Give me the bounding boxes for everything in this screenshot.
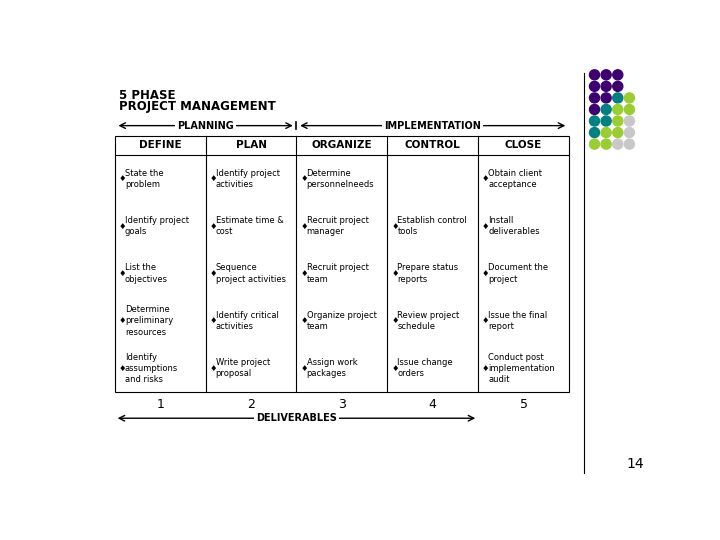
Text: ♦: ♦ (300, 316, 308, 326)
Circle shape (590, 70, 600, 80)
Text: ♦: ♦ (119, 221, 126, 231)
Text: 5 PHASE: 5 PHASE (120, 90, 176, 103)
Circle shape (624, 116, 634, 126)
Circle shape (624, 93, 634, 103)
Text: Recruit project
team: Recruit project team (307, 264, 369, 284)
Circle shape (590, 104, 600, 114)
Circle shape (613, 82, 623, 91)
Text: Identify project
goals: Identify project goals (125, 216, 189, 236)
Text: ♦: ♦ (482, 316, 490, 326)
Text: ♦: ♦ (391, 316, 399, 326)
Text: ♦: ♦ (482, 364, 490, 373)
Circle shape (613, 70, 623, 80)
Circle shape (624, 139, 634, 149)
Text: CLOSE: CLOSE (505, 140, 542, 150)
Circle shape (624, 127, 634, 138)
Circle shape (601, 93, 611, 103)
Circle shape (613, 127, 623, 138)
Text: ♦: ♦ (300, 174, 308, 183)
Circle shape (590, 82, 600, 91)
Circle shape (590, 139, 600, 149)
Text: Determine
preliminary
resources: Determine preliminary resources (125, 305, 173, 336)
Text: Review project
schedule: Review project schedule (397, 311, 459, 331)
Circle shape (601, 104, 611, 114)
Text: Identify critical
activities: Identify critical activities (216, 311, 279, 331)
Text: List the
objectives: List the objectives (125, 264, 168, 284)
Text: ♦: ♦ (300, 221, 308, 231)
Text: Prepare status
reports: Prepare status reports (397, 264, 459, 284)
Text: Determine
personnelneeds: Determine personnelneeds (307, 168, 374, 188)
Circle shape (590, 93, 600, 103)
Text: Issue change
orders: Issue change orders (397, 358, 453, 379)
Text: Estimate time &
cost: Estimate time & cost (216, 216, 284, 236)
Text: Identify
assumptions
and risks: Identify assumptions and risks (125, 353, 178, 384)
Text: PLAN: PLAN (235, 140, 266, 150)
Text: ♦: ♦ (119, 364, 126, 373)
Text: ♦: ♦ (482, 221, 490, 231)
Text: State the
problem: State the problem (125, 168, 163, 188)
Circle shape (590, 116, 600, 126)
Text: Organize project
team: Organize project team (307, 311, 377, 331)
Text: CONTROL: CONTROL (405, 140, 461, 150)
Text: ♦: ♦ (391, 364, 399, 373)
Text: ORGANIZE: ORGANIZE (312, 140, 372, 150)
Text: ♦: ♦ (119, 316, 126, 326)
Text: 1: 1 (156, 398, 164, 411)
Text: DELIVERABLES: DELIVERABLES (256, 413, 337, 423)
Circle shape (613, 116, 623, 126)
Text: 2: 2 (247, 398, 255, 411)
Text: 4: 4 (429, 398, 436, 411)
Text: Document the
project: Document the project (488, 264, 549, 284)
Text: Recruit project
manager: Recruit project manager (307, 216, 369, 236)
Text: ♦: ♦ (482, 174, 490, 183)
Text: 14: 14 (626, 457, 644, 471)
Text: Obtain client
acceptance: Obtain client acceptance (488, 168, 542, 188)
Text: 3: 3 (338, 398, 346, 411)
Circle shape (601, 70, 611, 80)
Text: Identify project
activities: Identify project activities (216, 168, 279, 188)
Text: Write project
proposal: Write project proposal (216, 358, 270, 379)
Circle shape (613, 104, 623, 114)
Text: Conduct post
implementation
audit: Conduct post implementation audit (488, 353, 555, 384)
Text: Install
deliverables: Install deliverables (488, 216, 540, 236)
Text: Assign work
packages: Assign work packages (307, 358, 357, 379)
Text: ♦: ♦ (300, 364, 308, 373)
Text: PROJECT MANAGEMENT: PROJECT MANAGEMENT (120, 100, 276, 113)
Text: ♦: ♦ (391, 221, 399, 231)
Text: IMPLEMENTATION: IMPLEMENTATION (384, 120, 481, 131)
Text: ♦: ♦ (210, 221, 217, 231)
Text: Sequence
project activities: Sequence project activities (216, 264, 286, 284)
Circle shape (601, 116, 611, 126)
Bar (114, 136, 569, 392)
Text: ♦: ♦ (210, 316, 217, 326)
Text: ♦: ♦ (210, 364, 217, 373)
Text: ♦: ♦ (391, 269, 399, 278)
Circle shape (601, 139, 611, 149)
Circle shape (601, 127, 611, 138)
Text: ♦: ♦ (482, 269, 490, 278)
Circle shape (601, 82, 611, 91)
Text: 5: 5 (520, 398, 528, 411)
Text: DEFINE: DEFINE (139, 140, 181, 150)
Text: ♦: ♦ (210, 269, 217, 278)
Text: PLANNING: PLANNING (177, 120, 234, 131)
Circle shape (624, 104, 634, 114)
Text: ♦: ♦ (300, 269, 308, 278)
Text: ♦: ♦ (119, 174, 126, 183)
Text: Issue the final
report: Issue the final report (488, 311, 547, 331)
Circle shape (613, 139, 623, 149)
Text: Establish control
tools: Establish control tools (397, 216, 467, 236)
Circle shape (613, 93, 623, 103)
Text: ♦: ♦ (210, 174, 217, 183)
Text: ♦: ♦ (119, 269, 126, 278)
Circle shape (590, 127, 600, 138)
